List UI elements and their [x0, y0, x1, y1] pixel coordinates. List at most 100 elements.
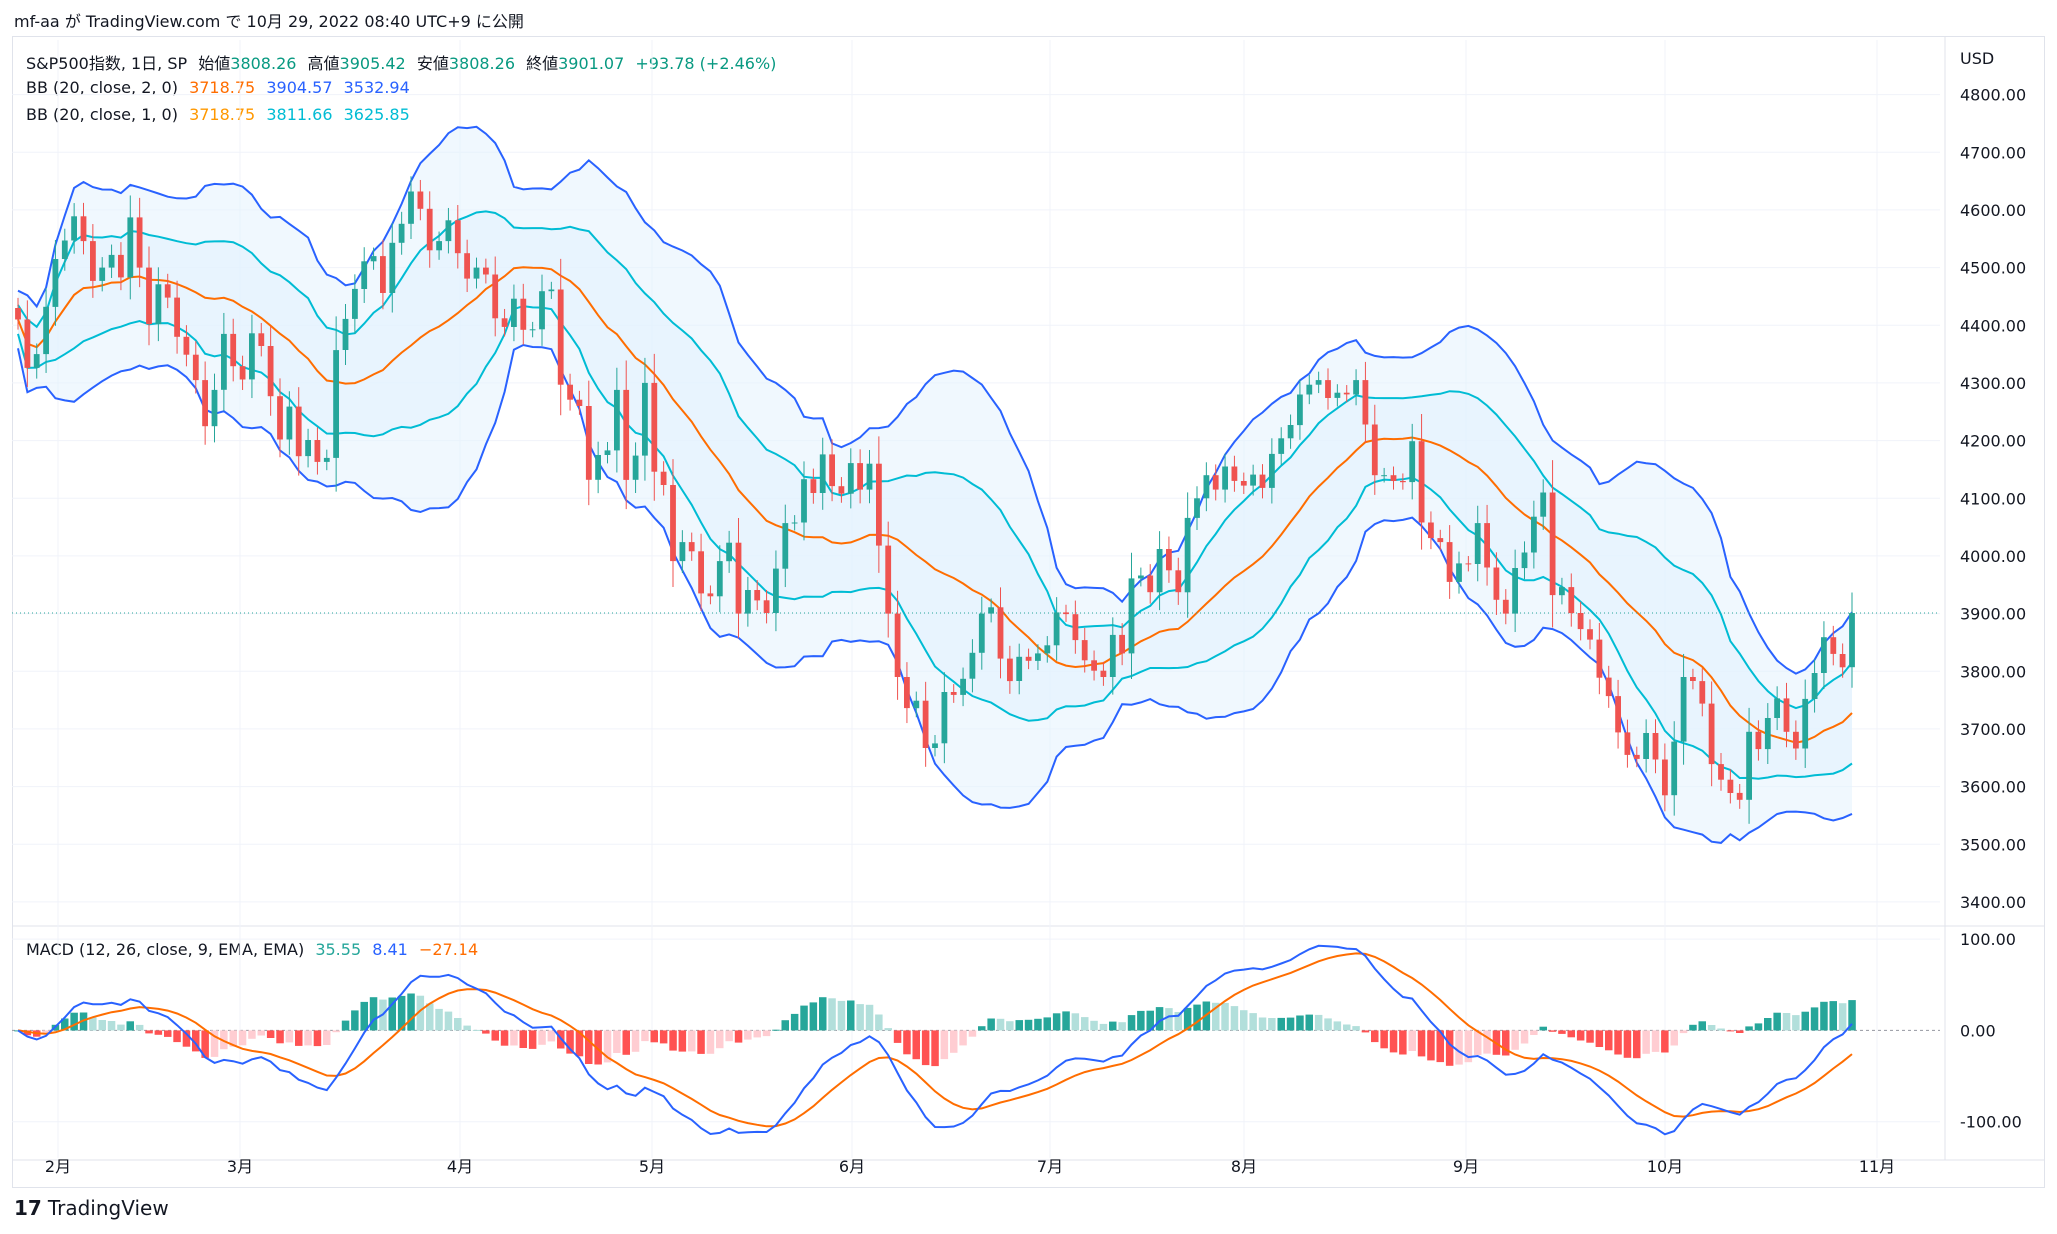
candle-body	[1166, 549, 1172, 571]
main-legend: S&P500指数, 1日, SP 始値3808.26 高値3905.42 安値3…	[26, 50, 782, 74]
macd-histogram-bar	[762, 1030, 771, 1037]
tradingview-logo-icon: 17	[14, 1196, 42, 1220]
candle-body	[305, 440, 311, 457]
candle-body	[950, 692, 957, 695]
time-tick-label: 9月	[1453, 1157, 1479, 1176]
candle-body	[1362, 380, 1369, 425]
macd-histogram-bar	[248, 1030, 256, 1039]
footer-brand[interactable]: 17 TradingView	[14, 1196, 169, 1220]
macd-histogram-bar	[1109, 1021, 1117, 1031]
macd-histogram-bar	[1052, 1013, 1061, 1031]
price-tick-label: 4600.00	[1960, 201, 2026, 220]
macd-histogram-bar	[669, 1030, 677, 1051]
macd-histogram-bar	[1679, 1030, 1688, 1034]
candle-body	[192, 354, 199, 381]
time-tick-label: 2月	[45, 1157, 71, 1176]
macd-histogram-bar	[70, 1012, 78, 1031]
macd-histogram-bar	[1343, 1024, 1351, 1031]
macd-histogram-bar	[950, 1030, 958, 1053]
macd-legend[interactable]: MACD (12, 26, close, 9, EMA, EMA) 35.55 …	[26, 940, 484, 959]
bb2-basis-value: 3718.75	[189, 78, 256, 97]
price-tick-label: 4300.00	[1960, 374, 2026, 393]
macd-histogram-bar	[238, 1030, 247, 1046]
symbol-label[interactable]: S&P500指数, 1日, SP	[26, 54, 188, 73]
candle-body	[99, 267, 106, 281]
candle-body	[1531, 516, 1537, 553]
candle-body	[1390, 475, 1397, 481]
close-label: 終値	[526, 54, 559, 73]
candle-body	[1830, 637, 1837, 654]
macd-histogram-bar	[622, 1030, 630, 1055]
candle-body	[857, 463, 863, 490]
macd-histogram-bar	[351, 1010, 359, 1031]
candle-body	[155, 284, 162, 325]
macd-histogram-bar	[706, 1030, 715, 1054]
macd-histogram-bar	[519, 1030, 527, 1048]
macd-histogram-bar	[1595, 1030, 1604, 1047]
macd-histogram-bar	[257, 1030, 265, 1036]
candle-body	[1343, 392, 1350, 395]
candle-body	[670, 485, 676, 562]
macd-histogram-bar	[1221, 1002, 1229, 1031]
candle-body	[623, 389, 630, 480]
macd-histogram-bar	[819, 997, 827, 1031]
macd-histogram-bar	[1230, 1006, 1239, 1031]
candle-body	[342, 318, 349, 350]
price-tick-label: 3900.00	[1960, 605, 2026, 624]
candle-body	[52, 259, 59, 307]
macd-histogram-bar	[1258, 1017, 1267, 1031]
time-tick-label: 6月	[839, 1157, 865, 1176]
macd-histogram-bar	[659, 1030, 668, 1044]
macd-histogram-bar	[304, 1030, 312, 1046]
macd-histogram-bar	[912, 1030, 920, 1060]
bb1-legend[interactable]: BB (20, close, 1, 0) 3718.75 3811.66 362…	[26, 105, 416, 124]
footer-brand-label: TradingView	[47, 1196, 169, 1220]
time-tick-label: 7月	[1037, 1157, 1063, 1176]
bb1-lower-value: 3625.85	[343, 105, 410, 124]
candle-body	[24, 319, 31, 368]
macd-histogram-bar	[978, 1026, 986, 1031]
candle-body	[1269, 453, 1275, 488]
candle-body	[90, 241, 96, 281]
candle-body	[660, 471, 667, 485]
candle-body	[1418, 441, 1425, 523]
macd-histogram-bar	[1567, 1030, 1575, 1038]
publish-line: mf-aa が TradingView.com で 10月 29, 2022 0…	[14, 12, 524, 31]
candle-body	[1587, 629, 1593, 640]
macd-histogram-bar	[575, 1030, 584, 1057]
macd-hist-value: −27.14	[418, 940, 479, 959]
candle-body	[1465, 563, 1472, 565]
bb2-legend[interactable]: BB (20, close, 2, 0) 3718.75 3904.57 353…	[26, 78, 416, 97]
macd-histogram-bar	[921, 1030, 930, 1066]
macd-histogram-bar	[734, 1030, 743, 1043]
macd-histogram-bar	[837, 1000, 846, 1031]
macd-histogram-bar	[1717, 1028, 1725, 1031]
macd-histogram-bar	[1773, 1012, 1781, 1031]
macd-histogram-bar	[285, 1030, 294, 1043]
candle-body	[1203, 475, 1210, 499]
candle-body	[1128, 578, 1135, 654]
candle-body	[1025, 656, 1032, 661]
macd-histogram-bar	[1090, 1020, 1098, 1031]
candle-body	[473, 267, 480, 279]
macd-histogram-bar	[1651, 1030, 1660, 1052]
time-tick-label: 8月	[1231, 1157, 1257, 1176]
candle-body	[698, 551, 704, 594]
candle-body	[314, 440, 321, 462]
macd-histogram-bar	[1305, 1014, 1313, 1031]
price-tick-label: 4800.00	[1960, 86, 2026, 105]
open-label: 始値	[198, 54, 231, 73]
candle-body	[183, 336, 190, 355]
chart-frame	[12, 36, 2045, 1188]
candle-body	[1680, 677, 1687, 742]
candle-body	[1718, 764, 1724, 780]
macd-histogram-bar	[1127, 1015, 1136, 1031]
macd-histogram-bar	[1183, 1007, 1192, 1031]
candle-body	[1662, 759, 1668, 796]
candle-body	[1474, 523, 1481, 564]
candle-body	[1493, 567, 1500, 600]
time-tick-label: 10月	[1647, 1157, 1683, 1176]
candle-body	[782, 523, 789, 569]
candle-body	[15, 308, 21, 320]
